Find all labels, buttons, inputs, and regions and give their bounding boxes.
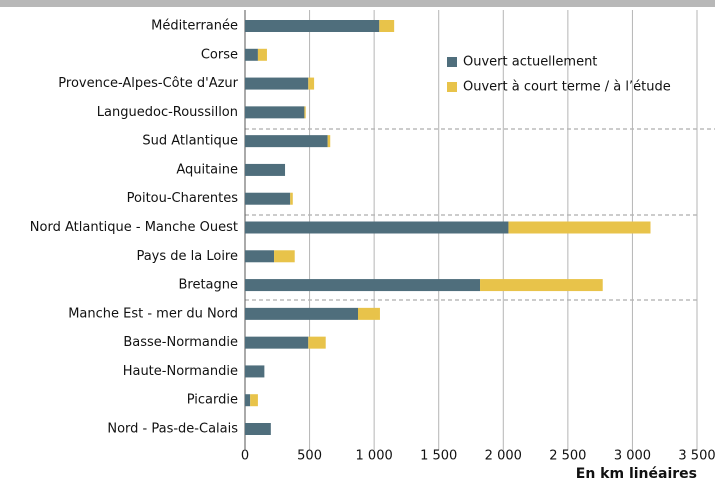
- x-tick-label: 2 000: [485, 449, 522, 464]
- y-tick-label: Basse-Normandie: [123, 335, 238, 350]
- legend-swatch: [447, 57, 457, 67]
- bar-segment: [245, 279, 481, 292]
- bar-segment: [304, 106, 306, 119]
- bar-segment: [245, 394, 251, 407]
- y-tick-label: Poitou-Charentes: [127, 191, 239, 206]
- legend-label: Ouvert actuellement: [463, 55, 597, 70]
- bar-segment: [245, 221, 509, 234]
- x-tick-label: 2 500: [549, 449, 586, 464]
- y-tick-label: Manche Est - mer du Nord: [68, 306, 238, 321]
- y-tick-label: Pays de la Loire: [136, 249, 238, 264]
- bar-segment: [274, 250, 295, 263]
- y-tick-label: Méditerranée: [151, 19, 238, 34]
- x-tick-label: 3 000: [614, 449, 651, 464]
- x-tick-label: 3 500: [678, 449, 715, 464]
- y-tick-label: Provence-Alpes-Côte d'Azur: [58, 76, 238, 91]
- y-tick-label: Picardie: [187, 393, 238, 408]
- bar-segment: [245, 48, 258, 61]
- bar-segment: [245, 20, 380, 32]
- y-tick-label: Nord - Pas-de-Calais: [107, 422, 238, 437]
- y-tick-label: Aquitaine: [176, 162, 238, 177]
- bar-segment: [257, 48, 267, 61]
- bar-segment: [290, 192, 293, 205]
- bar-segment: [327, 135, 331, 148]
- bar-segment: [245, 135, 328, 148]
- y-tick-label: Corse: [201, 47, 238, 62]
- bar-segment: [245, 163, 286, 176]
- top-band: [0, 0, 715, 7]
- x-tick-label: 1 000: [356, 449, 393, 464]
- y-tick-label: Sud Atlantique: [142, 134, 238, 149]
- x-tick-label: 500: [297, 449, 322, 464]
- bar-segment: [245, 106, 305, 119]
- bar-segment: [245, 423, 271, 435]
- group-separators: [245, 128, 715, 301]
- bar-segment: [245, 307, 358, 320]
- legend-swatch: [447, 82, 457, 92]
- bar-segment: [308, 77, 315, 90]
- x-tick-label: 1 500: [420, 449, 457, 464]
- bar-segment: [245, 192, 291, 205]
- bar-segment: [250, 394, 258, 407]
- bar-segment: [245, 250, 275, 263]
- x-axis-label: En km linéaires: [576, 466, 697, 482]
- bar-segment: [508, 221, 651, 234]
- bar-segment: [358, 307, 380, 320]
- y-tick-label: Bretagne: [178, 278, 238, 293]
- legend-label: Ouvert à court terme / à l’étude: [463, 80, 671, 95]
- x-tick-label: 0: [241, 449, 249, 464]
- y-tick-label: Haute-Normandie: [123, 364, 238, 379]
- bar-segment: [480, 279, 603, 292]
- y-tick-label: Nord Atlantique - Manche Ouest: [30, 220, 238, 235]
- bar-segment: [308, 336, 326, 349]
- bar-segment: [245, 77, 309, 90]
- bar-segment: [245, 365, 265, 378]
- bar-segment: [379, 20, 395, 32]
- y-tick-label: Languedoc-Roussillon: [97, 105, 238, 120]
- bar-segment: [245, 336, 309, 349]
